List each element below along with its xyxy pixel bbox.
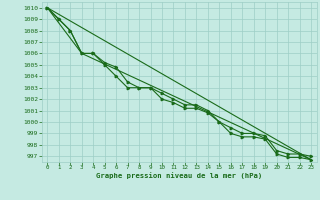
X-axis label: Graphe pression niveau de la mer (hPa): Graphe pression niveau de la mer (hPa)	[96, 172, 262, 179]
